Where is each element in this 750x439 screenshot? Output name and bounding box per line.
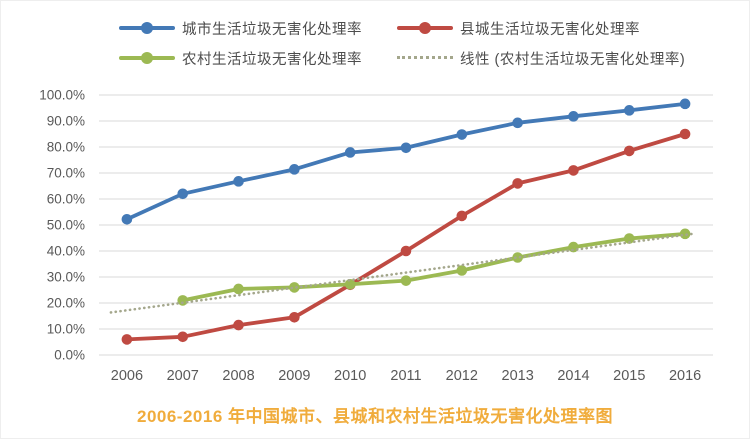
data-point-series-2 [344,278,356,290]
data-point-series-0 [512,117,523,129]
x-tick-label: 2013 [502,368,534,384]
y-tick-label: 10.0% [47,322,85,337]
data-point-series-2 [512,252,523,263]
gridlines [99,94,713,356]
legend-item-county: 县城生活垃圾无害化处理率 [397,18,685,39]
x-tick-label: 2012 [446,368,478,384]
data-point-series-1 [121,334,133,345]
trendline [109,232,697,314]
legend-marker-trend-dotted-line-icon [397,51,453,65]
legend-item-urban: 城市生活垃圾无害化处理率 [119,18,397,39]
data-point-series-0 [456,129,468,140]
data-point-series-0 [121,213,133,225]
legend-item-rural: 农村生活垃圾无害化处理率 [119,48,397,69]
data-point-series-2 [456,265,468,276]
x-tick-label: 2010 [334,368,366,384]
data-point-series-1 [177,331,189,343]
data-series [121,98,691,345]
x-tick-label: 2011 [390,368,421,384]
y-tick-label: 80.0% [47,140,85,155]
y-tick-label: 60.0% [47,192,85,207]
y-tick-label: 0.0% [54,348,85,363]
data-point-series-0 [344,147,356,158]
data-point-series-1 [233,319,244,331]
data-point-series-2 [289,282,300,293]
data-point-series-0 [568,111,579,122]
data-point-series-0 [289,164,300,175]
data-point-series-2 [400,275,412,286]
legend-item-linear-trend: 线性 (农村生活垃圾无害化处理率) [397,48,685,69]
data-point-series-0 [623,105,635,116]
data-point-series-0 [233,176,244,187]
legend-label-urban: 城市生活垃圾无害化处理率 [182,21,362,38]
legend-marker-urban-line-icon [119,21,175,35]
legend-label-rural: 农村生活垃圾无害化处理率 [182,51,362,68]
axis-labels: 0.0% 10.0% 20.0% 30.0% 40.0% 50.0% 60.0% 70.0% 8… [39,88,701,385]
x-tick-label: 2014 [557,368,589,384]
legend-label-linear-trend: 线性 (农村生活垃圾无害化处理率) [460,51,686,68]
chart-legend: 城市生活垃圾无害化处理率 县城生活垃圾无害化处理率 农村生活垃圾无害化处理率 线… [119,13,685,73]
data-point-series-1 [679,128,691,140]
y-tick-label: 100.0% [39,88,85,103]
data-point-series-2 [679,228,691,240]
data-point-series-1 [289,312,300,323]
data-point-series-0 [177,188,189,200]
data-point-series-1 [512,178,523,189]
legend-label-county: 县城生活垃圾无害化处理率 [460,21,640,38]
data-point-series-2 [623,233,635,244]
data-point-series-1 [623,145,635,157]
series-line-1 [125,132,687,342]
data-point-series-1 [456,210,468,222]
x-tick-label: 2015 [613,368,645,384]
data-point-series-2 [233,283,244,295]
series-line-2 [180,231,687,303]
x-tick-label: 2009 [278,368,310,384]
x-tick-label: 2016 [669,368,701,384]
linear-trendline [109,232,697,314]
y-tick-label: 30.0% [47,270,85,285]
data-point-series-0 [400,142,412,154]
data-point-series-1 [400,245,412,257]
data-point-series-0 [679,98,691,110]
y-tick-label: 20.0% [47,296,85,311]
y-tick-label: 40.0% [47,244,85,259]
chart-title: 2006-2016 年中国城市、县城和农村生活垃圾无害化处理率图 [136,407,614,426]
data-point-series-2 [177,295,189,306]
legend-marker-county-line-icon [397,21,453,35]
x-tick-label: 2007 [167,368,199,384]
legend-marker-rural-line-icon [119,51,175,65]
y-tick-label: 50.0% [47,218,85,233]
x-tick-label: 2008 [222,368,254,384]
y-tick-label: 90.0% [47,114,85,129]
y-tick-label: 70.0% [47,166,85,181]
data-point-series-1 [568,165,579,176]
x-tick-label: 2006 [111,368,143,384]
